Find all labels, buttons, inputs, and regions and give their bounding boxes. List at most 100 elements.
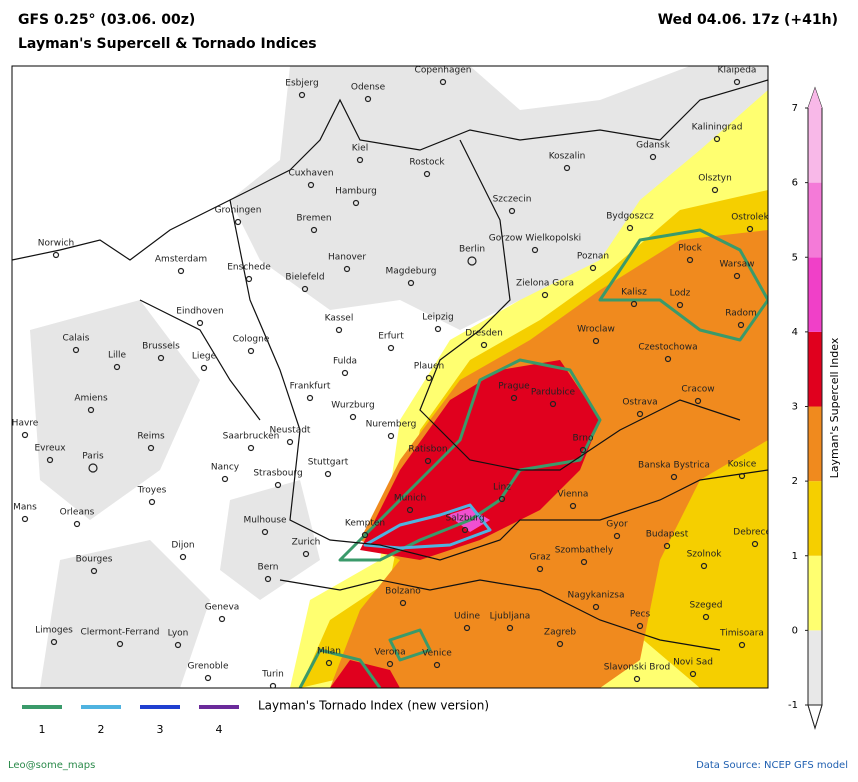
city-label: Calais <box>62 334 89 344</box>
city-label: Pecs <box>630 610 651 620</box>
city-label: Szeged <box>690 601 723 611</box>
city-marker <box>343 265 351 273</box>
city-label: Bourges <box>76 555 113 565</box>
city-marker <box>221 475 229 483</box>
colorbar-end <box>808 88 822 108</box>
colorbar-tick-label: 0 <box>792 625 798 636</box>
city-marker <box>352 199 360 207</box>
city-label: Amiens <box>74 394 108 404</box>
city-marker <box>157 354 165 362</box>
city-label: Cuxhaven <box>288 169 333 179</box>
city-marker <box>536 565 544 573</box>
city-marker <box>50 638 58 646</box>
city-marker <box>425 374 433 382</box>
city-label: Frankfurt <box>290 382 331 392</box>
city-marker <box>148 498 156 506</box>
city-label: Orleans <box>60 508 95 518</box>
city-marker <box>116 640 124 648</box>
city-marker <box>649 153 657 161</box>
city-marker <box>407 279 415 287</box>
city-marker <box>302 550 310 558</box>
city-label: Plock <box>678 244 702 254</box>
city-marker <box>713 135 721 143</box>
colorbar-band <box>808 630 822 705</box>
city-label: Fulda <box>333 357 357 367</box>
city-marker <box>508 207 516 215</box>
city-label: Esbjerg <box>285 79 318 89</box>
city-marker <box>738 641 746 649</box>
city-label: Linz <box>493 483 511 493</box>
city-label: Eindhoven <box>176 307 223 317</box>
city-label: Norwich <box>38 239 74 249</box>
city-label: Leipzig <box>422 313 454 323</box>
colorbar-tick-label: 7 <box>792 103 798 114</box>
city-label: Dresden <box>465 329 503 339</box>
city-label: Geneva <box>205 603 240 613</box>
city-label: Rostock <box>409 158 445 168</box>
city-label: Koszalin <box>549 152 586 162</box>
colorbar-band <box>808 481 822 556</box>
city-marker <box>364 95 372 103</box>
colorbar-tick-label: 1 <box>792 551 798 562</box>
city-marker <box>90 567 98 575</box>
colorbar-tick-label: -1 <box>788 700 798 711</box>
city-marker <box>439 78 447 86</box>
city-marker <box>196 319 204 327</box>
city-label: Kalisz <box>621 288 647 298</box>
city-label: Hamburg <box>335 187 377 197</box>
city-marker <box>247 444 255 452</box>
colorbar-band <box>808 182 822 258</box>
city-label: Cracow <box>681 385 714 395</box>
city-marker <box>702 613 710 621</box>
city-label: Turin <box>261 670 284 680</box>
city-marker <box>737 321 745 329</box>
city-label: Timisoara <box>719 629 764 639</box>
city-label: Warsaw <box>719 260 754 270</box>
city-label: Enschede <box>227 263 271 273</box>
city-label: Groningen <box>215 206 262 216</box>
city-label: Salzburg <box>445 514 484 524</box>
city-label: Prague <box>498 382 530 392</box>
city-marker <box>46 456 54 464</box>
title: GFS 0.25° (03.06. 00z) <box>18 12 195 28</box>
city-label: Copenhagen <box>415 66 472 76</box>
city-marker <box>569 502 577 510</box>
city-label: Berlin <box>459 245 485 255</box>
city-marker <box>686 256 694 264</box>
city-label: Paris <box>82 452 104 462</box>
city-label: Amsterdam <box>155 255 207 265</box>
colorbar-tick-label: 5 <box>792 252 798 263</box>
city-marker <box>506 624 514 632</box>
city-label: Bern <box>258 563 279 573</box>
city-label: Havre <box>12 419 39 429</box>
subtitle: Layman's Supercell & Tornado Indices <box>18 36 317 52</box>
colorbar-band <box>808 257 822 332</box>
city-marker <box>626 224 634 232</box>
city-marker <box>498 495 506 503</box>
city-marker <box>324 470 332 478</box>
city-marker <box>636 622 644 630</box>
city-marker <box>274 481 282 489</box>
colorbar-tick-label: 6 <box>792 178 798 189</box>
city-marker <box>733 78 741 86</box>
city-marker <box>592 603 600 611</box>
city-label: Nancy <box>211 463 240 473</box>
city-marker <box>433 661 441 669</box>
city-marker <box>264 575 272 583</box>
city-marker <box>52 251 60 259</box>
city-label: Cologne <box>233 335 270 345</box>
city-marker <box>663 542 671 550</box>
city-label: Verona <box>374 648 405 658</box>
city-label: Brussels <box>142 342 180 352</box>
colorbar-label: Layman's Supercell Index <box>828 337 841 478</box>
city-marker <box>563 164 571 172</box>
city-label: Ratisbon <box>408 445 447 455</box>
city-marker <box>335 326 343 334</box>
city-marker <box>306 394 314 402</box>
city-label: Olsztyn <box>698 174 732 184</box>
city-label: Stuttgart <box>308 458 349 468</box>
city-label: Brno <box>573 434 594 444</box>
city-label: Nagykanizsa <box>568 591 625 601</box>
city-marker <box>738 472 746 480</box>
